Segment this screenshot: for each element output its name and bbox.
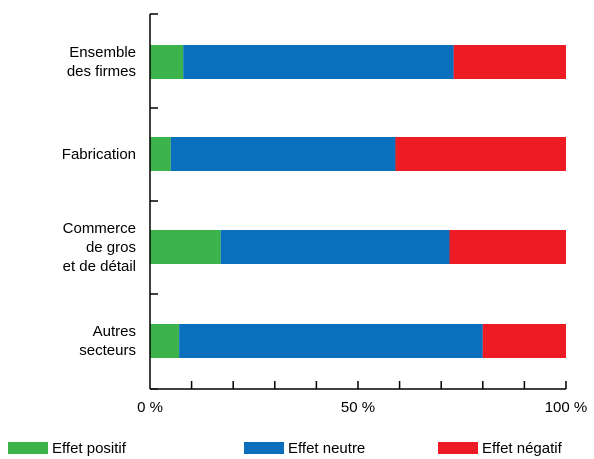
- bar-segment-2-3: [395, 137, 566, 171]
- x-tick-label: 100 %: [544, 399, 588, 416]
- category-label-4: Autres secteurs: [0, 322, 136, 360]
- category-label-line: Autres: [92, 323, 136, 340]
- legend-label: Effet neutre: [288, 439, 366, 457]
- bar-segment-1-3: [453, 45, 566, 79]
- category-label-line: des firmes: [66, 63, 136, 80]
- category-label-1: Ensemble des firmes: [0, 43, 136, 81]
- legend-swatch: [8, 442, 48, 454]
- bar-segment-4-1: [150, 324, 180, 358]
- bar-segment-4-2: [179, 324, 483, 358]
- legend-swatch: [438, 442, 478, 454]
- category-label-line: secteurs: [79, 342, 136, 359]
- bar-segment-3-1: [150, 230, 221, 264]
- category-label-2: Fabrication: [0, 145, 136, 164]
- x-tick-label: 0 %: [137, 399, 163, 416]
- legend-swatch: [244, 442, 284, 454]
- legend-item-3: Effet négatif: [438, 439, 562, 457]
- legend-label: Effet négatif: [482, 439, 562, 457]
- bar-segment-4-3: [482, 324, 566, 358]
- category-label-line: Commerce: [62, 219, 136, 237]
- category-label-line: Ensemble: [69, 44, 136, 61]
- bar-segment-1-2: [183, 45, 454, 79]
- bar-segment-3-3: [449, 230, 566, 264]
- category-label-3: Commerce de gros et de détail: [0, 219, 136, 276]
- bar-segment-1-1: [150, 45, 184, 79]
- legend-label: Effet positif: [52, 439, 126, 457]
- bar-segment-2-2: [170, 137, 396, 171]
- bar-segment-2-1: [150, 137, 171, 171]
- category-label-line: Fabrication: [61, 145, 136, 163]
- legend-item-2: Effet neutre: [244, 439, 365, 457]
- category-label-line: et de détail: [62, 257, 136, 275]
- category-label-line: de gros: [85, 238, 136, 256]
- bar-segment-3-2: [220, 230, 450, 264]
- x-tick-label: 50 %: [340, 399, 376, 416]
- legend-item-1: Effet positif: [8, 439, 126, 457]
